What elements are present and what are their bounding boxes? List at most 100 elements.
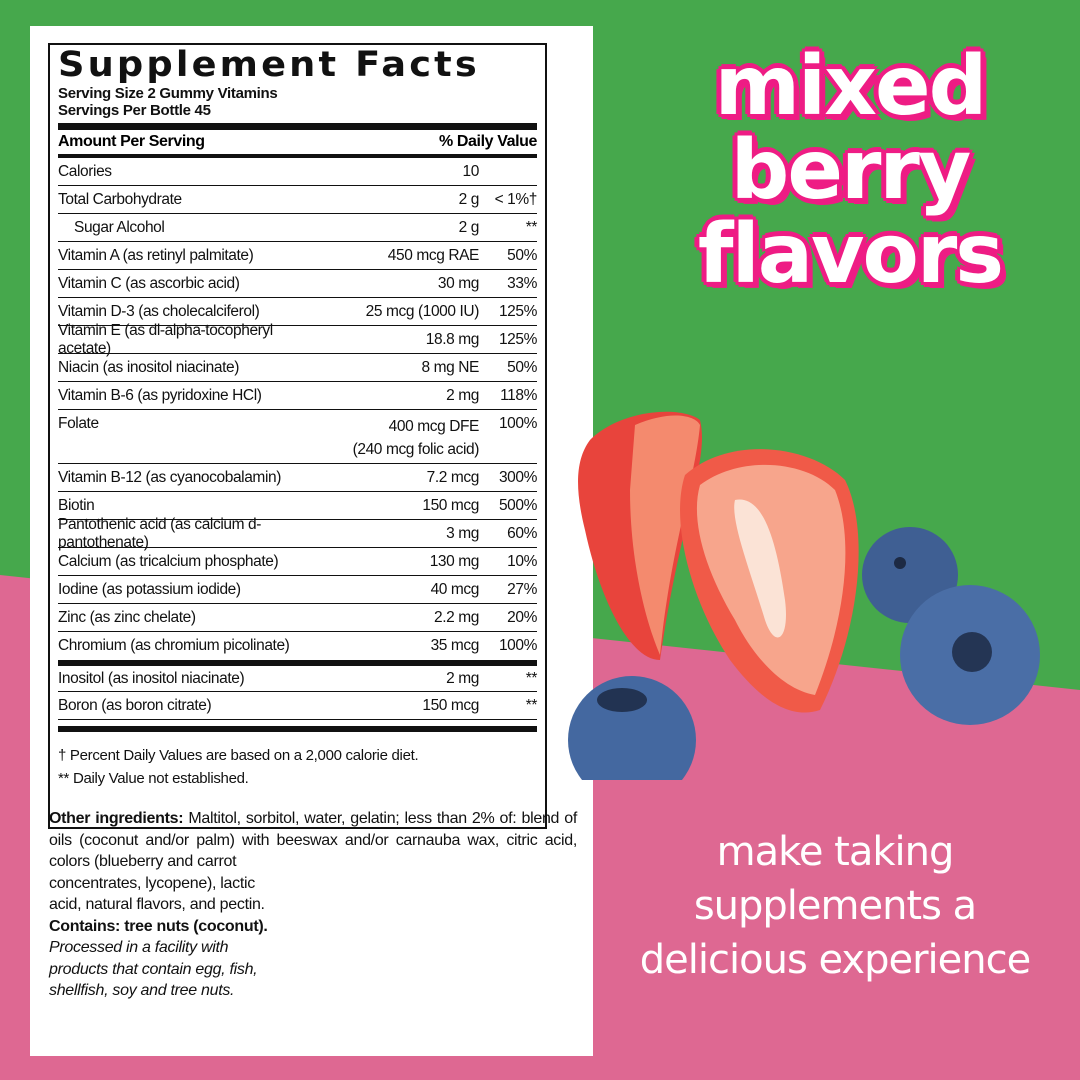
daily-value: 50% [507,246,537,264]
footnote-dv: † Percent Daily Values are based on a 2,… [58,747,419,764]
amount-value: 130 mg [429,552,480,570]
nutrient-name: Boron (as boron citrate) [58,696,212,714]
daily-value: 118% [500,386,537,404]
table-row: Inositol (as inositol niacinate) 2 mg ** [58,660,537,692]
nutrient-name: Sugar Alcohol [74,218,165,236]
daily-value: < 1%† [494,190,538,208]
nutrient-amount: 2 mg [319,670,479,688]
supplement-panel: Supplement Facts Serving Size 2 Gummy Vi… [30,26,593,1056]
table-row: Vitamin B-6 (as pyridoxine HCl) 2 mg 118% [58,382,537,410]
allergen-contains: Contains: tree nuts (coconut). [49,917,268,935]
nutrient-name: Folate [58,415,99,432]
nutrient-name: Iodine (as potassium iodide) [58,580,241,598]
nutrient-amount: 2.2 mg [319,609,479,627]
supplement-facts-label: Supplement Facts Serving Size 2 Gummy Vi… [48,43,547,829]
table-row: Chromium (as chromium picolinate) 35 mcg 1… [58,632,537,660]
footnote-not-established: ** Daily Value not established. [58,770,249,787]
daily-value: 125% [498,330,537,348]
facility-warning: Processed in a facility with products th… [49,939,258,999]
nutrient-amount: 150 mcg [319,497,479,515]
amount-value: 35 mcg [430,637,480,654]
amount-value: 30 mg [437,274,479,292]
nutrient-amount: 25 mcg (1000 IU) [319,302,480,321]
amount-note: (240 mcg folic acid) [352,441,480,458]
nutrient-name: Inositol (as inositol niacinate) [58,669,245,687]
amount-value: 10 [462,162,480,180]
daily-value: ** [525,669,538,687]
nutrient-amount: 7.2 mcg [319,469,480,487]
nutrient-amount: 8 mg NE [319,358,480,377]
daily-value: ** [525,218,538,236]
table-row: Calories 10 [58,158,537,186]
amount-value: 18.8 mg [425,330,480,348]
footnotes: † Percent Daily Values are based on a 2,… [58,726,537,790]
ingredients-text: Maltitol, sorbitol, water, gelatin; less… [49,810,577,870]
table-row: Calcium (as tricalcium phosphate) 130 mg 1… [58,548,537,576]
ingredients-label: Other ingredients: [49,810,184,827]
nutrient-name: Biotin [58,496,95,514]
table-row: Pantothenic acid (as calcium d-pantothen… [58,516,537,551]
daily-value: 100% [498,415,537,432]
table-row: Folate 400 mcg DFE (240 mcg folic acid) 100… [58,410,537,464]
amount-value: 3 mg [446,524,479,542]
nutrient-amount: 400 mcg DFE (240 mcg folic acid) [319,415,480,461]
daily-value: 125% [498,302,537,320]
strawberry-slice-icon [680,449,859,713]
amount-value: 8 mg NE [421,358,480,376]
tagline-line: delicious experience [639,937,1031,983]
nutrient-amount: 2 mg [319,387,479,405]
nutrient-name: Calories [58,162,112,180]
table-row: Vitamin D-3 (as cholecalciferol) 25 mcg (… [58,298,537,326]
daily-value: 10% [507,552,537,570]
nutrient-amount: 10 [319,162,480,181]
amount-value: 40 mcg [430,580,480,598]
tagline-line: supplements a [693,883,977,929]
nutrient-name: Chromium (as chromium picolinate) [58,637,290,654]
nutrient-amount: 450 mcg RAE [319,247,480,265]
table-row: Niacin (as inositol niacinate) 8 mg NE 50% [58,354,537,382]
nutrient-amount: 2 g [319,218,480,237]
strawberry-half-icon [578,411,702,660]
nutrient-name: Niacin (as inositol niacinate) [58,358,239,376]
table-row: Sugar Alcohol 2 g ** [58,214,537,242]
headline-line: mixed [714,39,988,134]
table-row: Boron (as boron citrate) 150 mcg ** [58,692,537,720]
table-row: Iodine (as potassium iodide) 40 mcg 27% [58,576,537,604]
daily-value: 27% [507,580,537,598]
table-row: Vitamin B-12 (as cyanocobalamin) 7.2 mcg 3… [58,464,537,492]
tagline: make taking supplements a delicious expe… [610,825,1060,987]
amount-value: 2 g [458,190,480,208]
amount-value: 400 mcg DFE [388,418,480,435]
nutrient-amount: 150 mcg [319,697,479,715]
nutrient-amount: 18.8 mg [319,330,480,349]
berries-image [568,411,1040,780]
nutrient-amount: 35 mcg [319,637,480,655]
daily-value: 50% [507,358,537,376]
nutrient-amount: 2 g [319,190,480,209]
tagline-line: make taking [716,829,955,875]
nutrient-name: Vitamin E (as dl-alpha-tocopheryl acetat… [58,321,273,357]
amount-value: 2 g [458,218,480,236]
amount-value: 25 mcg (1000 IU) [365,302,480,320]
amount-value: 150 mcg [422,496,479,514]
serving-size: Serving Size 2 Gummy Vitamins [58,85,278,102]
amount-value: 2 mg [446,669,479,687]
nutrient-name: Vitamin B-6 (as pyridoxine HCl) [58,386,262,404]
amount-value: 2.2 mg [434,608,479,626]
blueberry-icon [568,527,1040,780]
headline: mixed berry flavors [660,45,1040,297]
amount-value: 150 mcg [422,696,479,714]
table-row: Vitamin A (as retinyl palmitate) 450 mcg … [58,242,537,270]
amount-header: Amount Per Serving [58,133,205,150]
divider [58,123,537,130]
table-row: Zinc (as zinc chelate) 2.2 mg 20% [58,604,537,632]
table-row: Vitamin E (as dl-alpha-tocopheryl acetat… [58,322,537,357]
table-row: Biotin 150 mcg 500% [58,492,537,520]
daily-value: 20% [507,608,537,626]
nutrient-name: Vitamin A (as retinyl palmitate) [58,246,254,264]
headline-line: berry [730,123,972,218]
table-header: Amount Per Serving % Daily Value [58,130,537,154]
daily-value: 33% [507,274,537,292]
nutrient-name: Pantothenic acid (as calcium d-pantothen… [58,515,261,551]
daily-value: 300% [498,468,537,486]
